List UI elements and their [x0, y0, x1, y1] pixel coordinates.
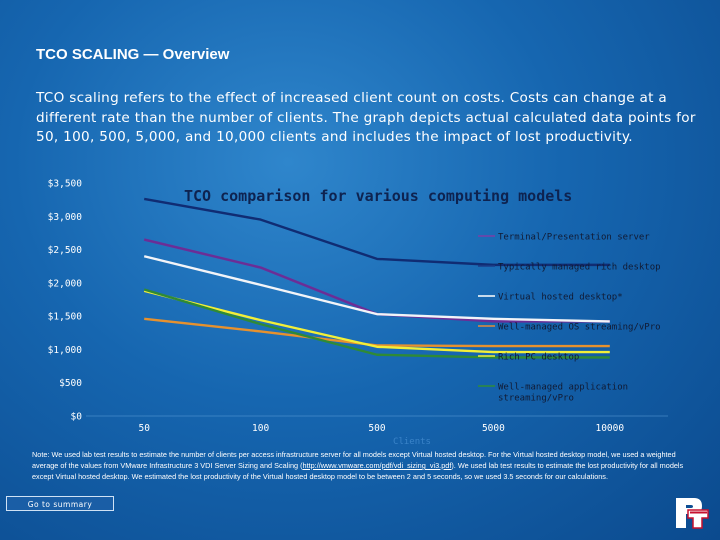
chart-title: TCO comparison for various computing mod… — [184, 187, 572, 205]
y-tick-label: $500 — [59, 378, 82, 389]
footnote-text: Note: We used lab test results to estima… — [32, 450, 676, 470]
series-line-0 — [143, 197, 610, 267]
x-tick-label: 5000 — [482, 423, 505, 434]
pt-logo-icon — [676, 498, 709, 529]
legend-label: Rich PC desktop — [498, 353, 579, 363]
series-line-6 — [143, 288, 610, 359]
footnote-text-end: ). We used lab test results to estimate … — [32, 461, 684, 481]
legend-label: Virtual hosted desktop* — [498, 293, 623, 303]
vmware-sizing-link[interactable]: http://www.vmware.com/pdf/vdi_sizing_vi3… — [302, 461, 452, 470]
legend-label: Well-managed application streaming/vPro — [498, 383, 628, 404]
y-tick-label: $2,500 — [48, 245, 83, 256]
slide-title: TCO SCALING — Overview — [36, 46, 230, 63]
legend-label: Well-managed OS streaming/vPro — [498, 323, 661, 333]
legend-label: Typically managed rich desktop — [498, 263, 661, 273]
series-lines — [143, 197, 610, 359]
y-tick-label: $2,000 — [48, 278, 83, 289]
series-line-3 — [143, 255, 610, 323]
y-tick-label: $1,000 — [48, 345, 83, 356]
legend: Terminal/Presentation server Typically ma… — [478, 233, 661, 404]
intro-paragraph: TCO scaling refers to the effect of incr… — [36, 90, 696, 145]
legend-label: Terminal/Presentation server — [498, 233, 650, 243]
y-tick-label: $0 — [71, 412, 83, 423]
y-tick-label: $1,500 — [48, 312, 83, 323]
series-line-4 — [144, 317, 610, 348]
x-axis-ticks: 50 100 500 5000 10000 — [138, 423, 624, 434]
x-tick-label: 500 — [368, 423, 385, 434]
footnote: Note: We used lab test results to estima… — [32, 449, 694, 482]
x-tick-label: 100 — [252, 423, 269, 434]
x-tick-label: 10000 — [595, 423, 624, 434]
x-tick-label: 50 — [138, 423, 150, 434]
x-axis-label: Clients — [393, 437, 431, 447]
series-line-5 — [143, 289, 610, 354]
y-tick-label: $3,500 — [48, 179, 83, 190]
y-axis-ticks: $0 $500 $1,000 $1,500 $2,000 $2,500 $3,000 $3,5… — [48, 179, 83, 423]
y-tick-label: $3,000 — [48, 212, 83, 223]
go-to-summary-button[interactable]: Go to summary — [6, 496, 114, 511]
